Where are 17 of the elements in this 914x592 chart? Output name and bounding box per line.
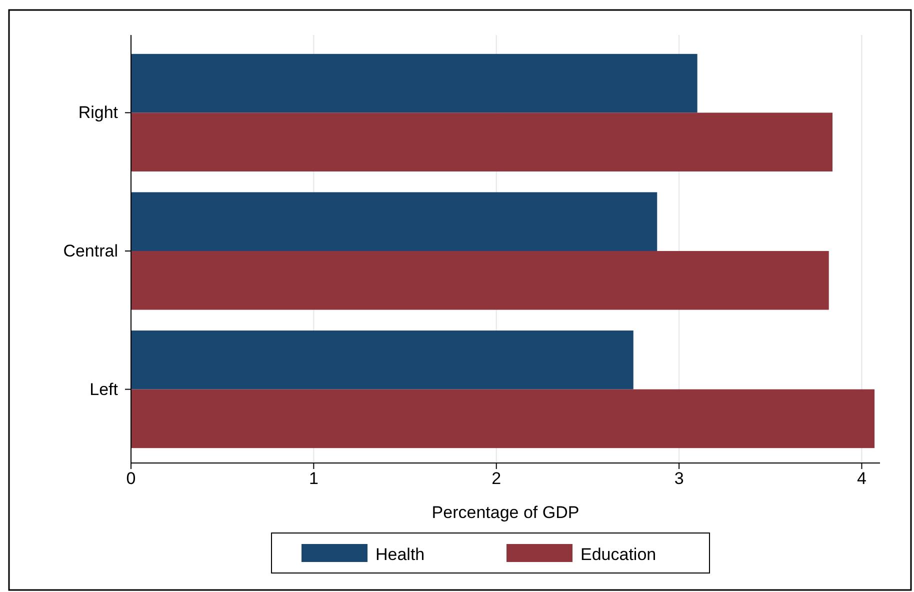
bar	[131, 330, 634, 390]
x-tick-label: 3	[674, 469, 684, 488]
bar	[131, 192, 658, 251]
bar	[131, 389, 875, 448]
bar	[131, 251, 829, 310]
x-axis-title: Percentage of GDP	[432, 503, 580, 522]
y-tick-label: Right	[78, 103, 118, 122]
y-tick-label: Central	[63, 241, 118, 260]
legend-label: Education	[580, 545, 656, 564]
x-tick-label: 0	[126, 469, 136, 488]
x-tick-label: 4	[856, 469, 866, 488]
bar	[131, 54, 698, 113]
x-tick-label: 1	[308, 469, 318, 488]
x-tick-label: 2	[492, 469, 502, 488]
legend-label: Health	[376, 545, 425, 564]
y-tick-label: Left	[90, 380, 118, 399]
bar	[131, 112, 832, 172]
